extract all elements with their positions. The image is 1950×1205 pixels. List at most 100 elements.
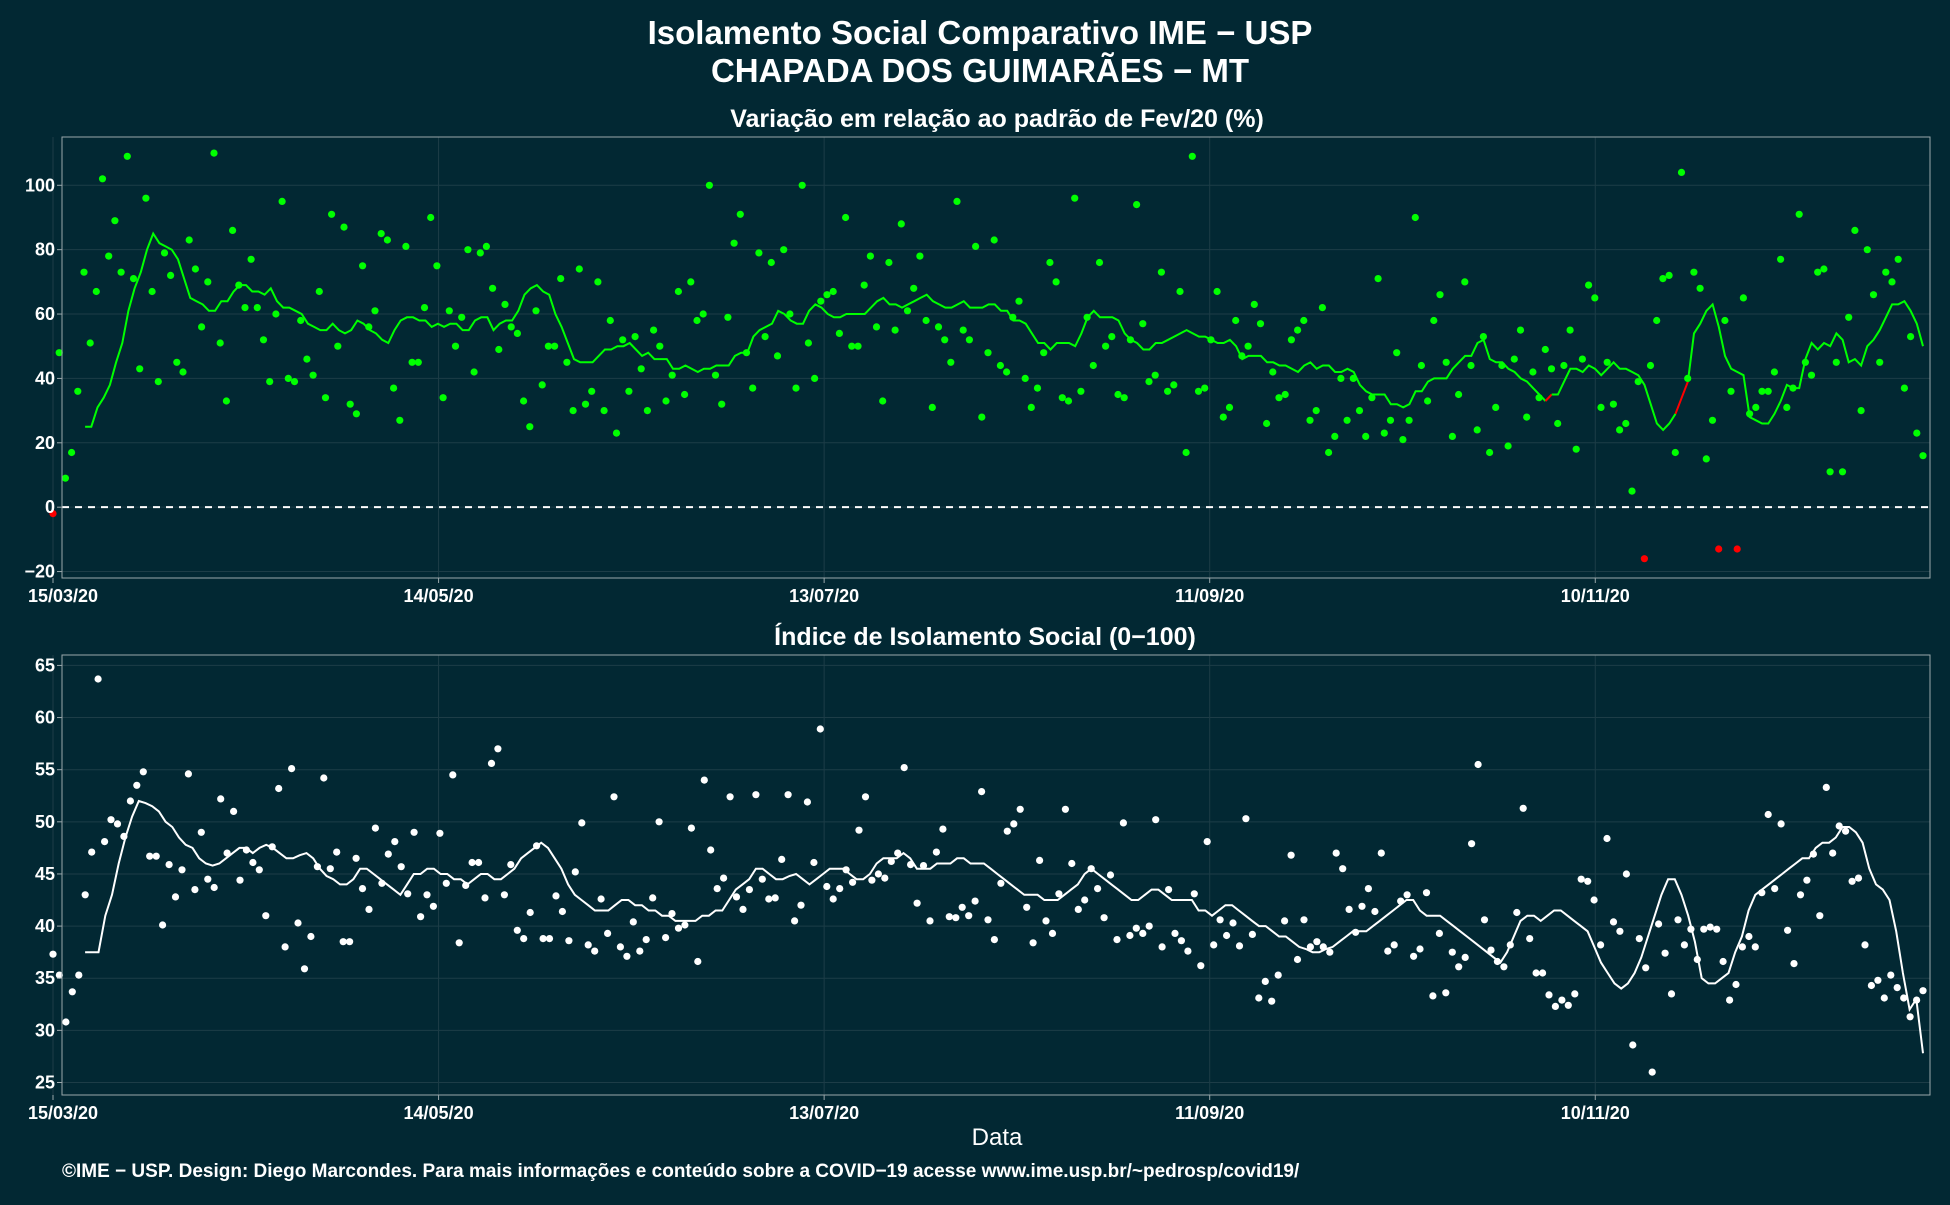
data-point [92,287,100,296]
data-point [1726,996,1734,1004]
data-point [610,793,618,801]
data-point [321,394,330,402]
data-point [1337,374,1345,382]
y-tick-label: 40 [35,916,55,936]
data-point [584,941,592,949]
x-axis-label: Data [972,1124,1023,1151]
data-point [1842,827,1850,835]
data-point [1312,407,1320,415]
data-point [216,339,224,347]
data-point [1102,342,1110,350]
figure-title-line1: Isolamento Social Comparativo IME − USP [648,14,1313,51]
data-point [1132,924,1140,932]
data-point [1126,931,1134,940]
data-point [907,861,915,869]
data-point [1545,991,1553,999]
data-point [1874,976,1882,984]
data-point [972,242,980,250]
data-point [1616,927,1624,935]
data-point [552,892,560,900]
data-point [404,890,412,898]
data-point [1248,930,1256,939]
data-point [1616,426,1624,434]
data-point [397,863,405,871]
data-point [1591,294,1599,302]
data-point [1042,917,1050,925]
data-point [1380,429,1388,437]
data-point [1377,849,1385,857]
data-point [1176,287,1184,296]
x-tick-label: 11/09/20 [1175,586,1244,606]
data-point [1838,468,1847,476]
data-point [68,988,76,996]
data-point [861,793,870,801]
data-point [1071,194,1079,202]
data-point [315,287,323,296]
data-point [842,866,850,874]
data-point [391,838,399,846]
data-point [1655,920,1663,928]
data-point [533,842,541,850]
data-point [1345,905,1353,914]
data-point [507,861,515,869]
data-point [726,793,734,801]
panel2-frame [61,654,1931,1096]
data-point [707,846,715,854]
data-point [655,818,663,826]
data-point [1727,387,1735,395]
data-point [720,874,728,882]
data-point [1424,397,1432,405]
data-point [501,300,509,308]
data-point [694,957,702,966]
data-point [1721,316,1729,325]
data-point [1784,926,1792,934]
data-point [532,307,540,315]
data-point [1474,760,1482,769]
data-point [1410,952,1418,960]
data-point [1893,984,1901,992]
data-point [1646,361,1655,370]
data-point [1362,432,1370,440]
data-point [294,919,302,927]
data-point [736,210,744,218]
data-point [1690,268,1698,276]
data-point [1095,258,1104,267]
data-point [1461,278,1469,286]
data-point [910,284,918,292]
data-point [513,329,522,337]
data-point [262,912,270,920]
data-point [1523,413,1531,421]
data-point [1560,361,1568,370]
data-point [346,400,354,408]
data-point [1541,345,1549,354]
data-point [520,397,528,405]
moving-average-line [85,231,1547,428]
data-point [749,384,757,392]
data-point [383,236,391,244]
data-point [1133,201,1141,209]
data-point [803,798,812,806]
data-point [414,358,422,366]
data-point [326,865,334,873]
data-point [990,236,998,244]
data-point [1535,394,1543,402]
data-point [494,745,502,753]
data-point [854,342,862,350]
data-point [1790,960,1798,968]
data-point [146,852,154,860]
data-point [1719,957,1727,966]
data-point [1405,416,1413,424]
data-point [1269,368,1277,376]
data-point [288,765,296,773]
data-point [113,820,122,828]
data-point [581,400,590,408]
data-point [1609,918,1618,926]
data-point [303,355,311,363]
data-point [1250,300,1258,308]
data-point [1225,403,1234,411]
data-point [1667,990,1676,998]
data-point [253,304,261,312]
data-point [1894,255,1902,263]
data-point [1052,278,1060,286]
